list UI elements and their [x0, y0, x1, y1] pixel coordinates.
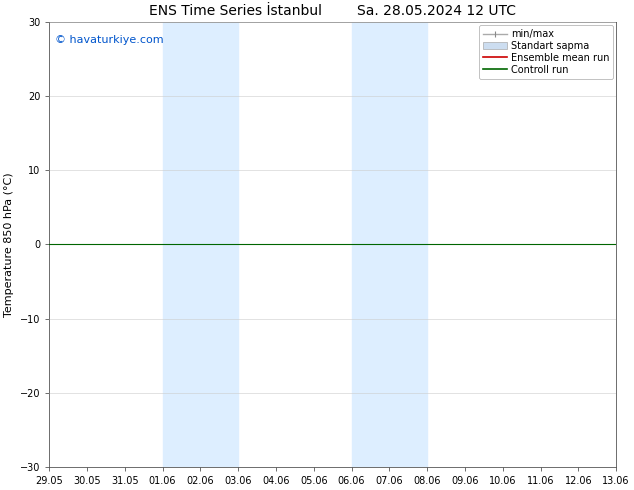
Y-axis label: Temperature 850 hPa (°C): Temperature 850 hPa (°C) [4, 172, 14, 317]
Bar [352, 22, 427, 467]
Text: © havaturkiye.com: © havaturkiye.com [55, 35, 164, 46]
Legend: min/max, Standart sapma, Ensemble mean run, Controll run: min/max, Standart sapma, Ensemble mean r… [479, 25, 613, 78]
Title: ENS Time Series İstanbul        Sa. 28.05.2024 12 UTC: ENS Time Series İstanbul Sa. 28.05.2024 … [149, 4, 516, 18]
Bar [162, 22, 238, 467]
